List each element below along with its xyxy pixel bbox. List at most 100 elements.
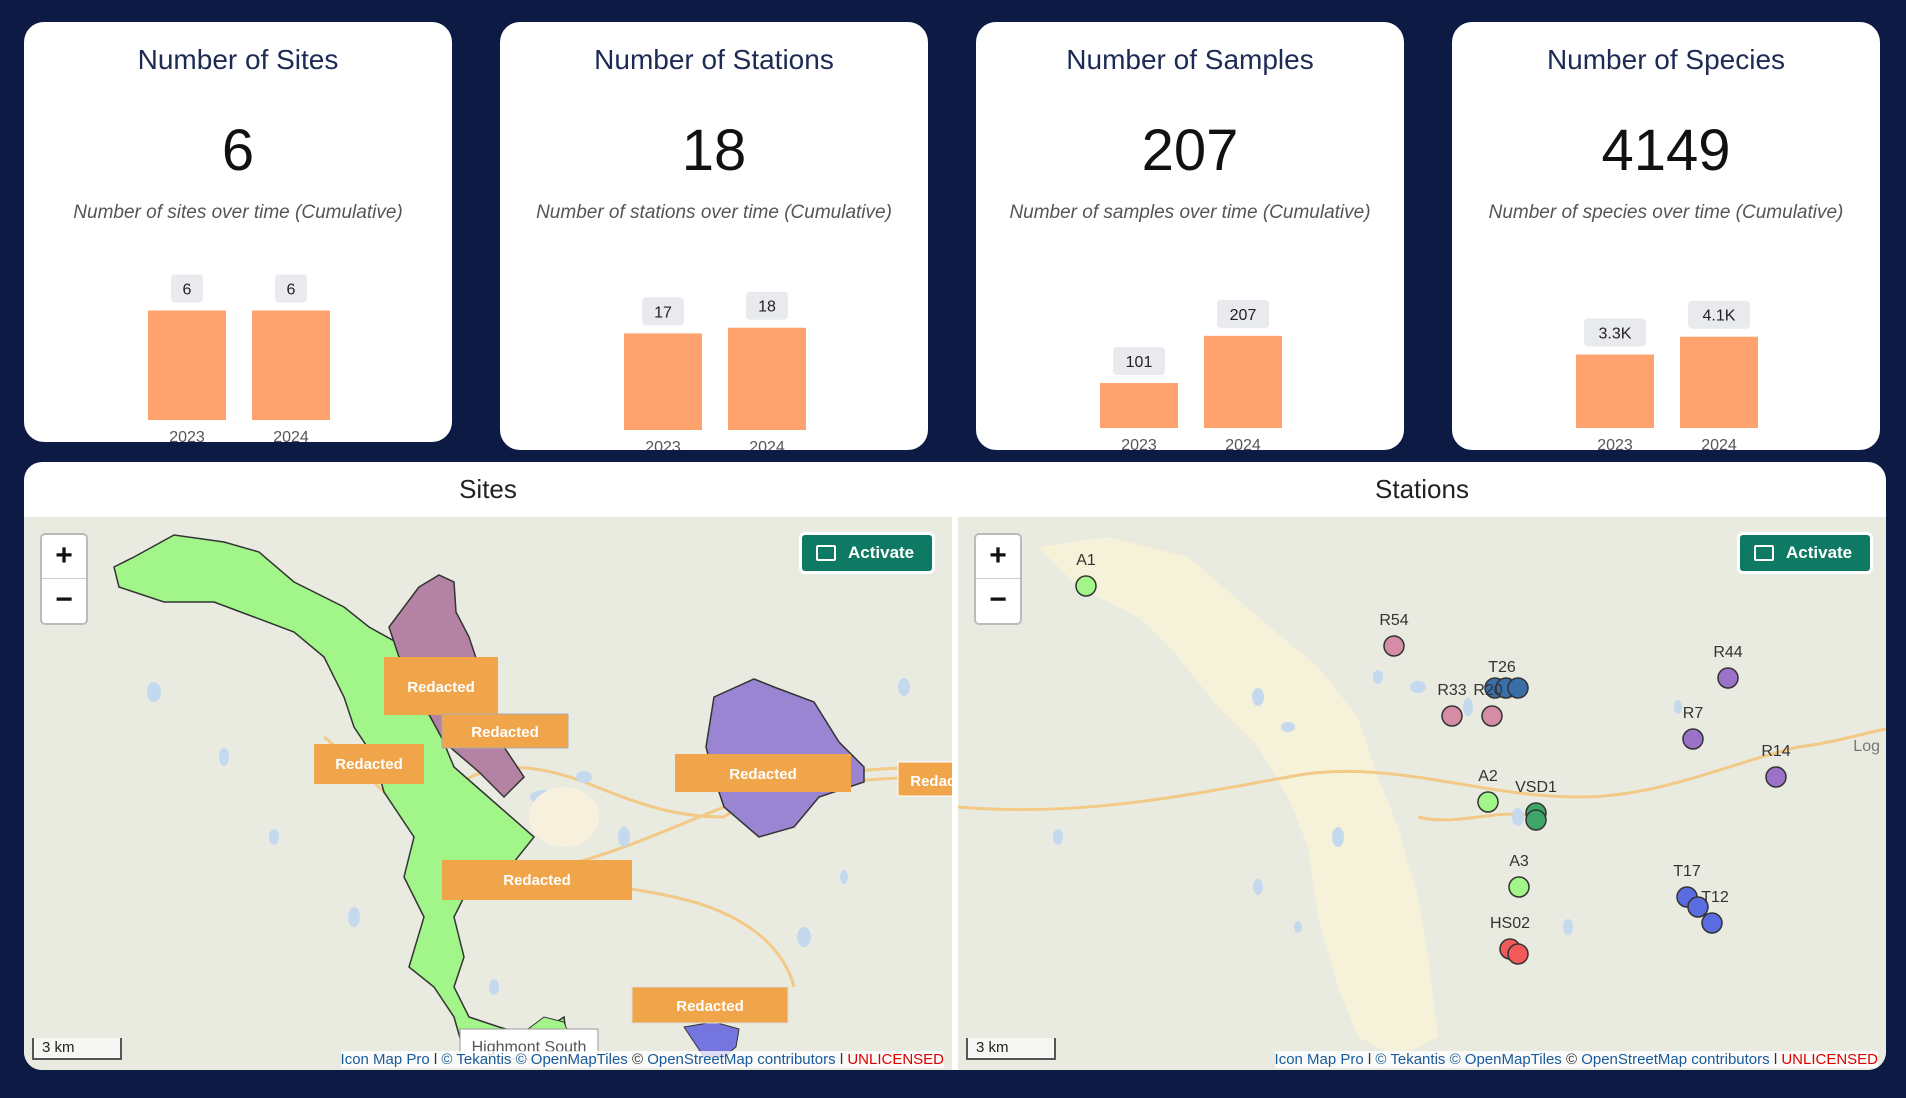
x-tick-label: 2023 [1597, 437, 1633, 450]
data-label-bg [275, 274, 307, 303]
kpi-card-samples: Number of Samples 207 Number of samples … [976, 22, 1404, 450]
sites-map[interactable]: Redacted Redacted Redacted Redacted Reda… [24, 517, 952, 1070]
map-attribution: Icon Map Pro l © Tekantis © OpenMapTiles… [340, 1051, 944, 1068]
data-label: 6 [287, 282, 296, 299]
stations-map-title: Stations [1375, 474, 1469, 504]
data-label: 6 [183, 282, 192, 299]
svg-text:T12: T12 [1701, 889, 1729, 906]
sites-zoom-control: + − [40, 533, 88, 625]
species-bar-chart: 3.3K 2023 4.1K 2024 [1576, 300, 1758, 450]
zoom-in-button[interactable]: + [976, 535, 1020, 579]
card-value: 207 [1141, 118, 1239, 183]
stations-map-canvas: A1 R54 T26 R33 R20 R44 R7 R14 A2 VSD1 A3… [958, 537, 1886, 1057]
data-label-bg [1688, 300, 1750, 329]
card-title: Number of Species [1546, 44, 1786, 75]
card-value: 4149 [1601, 118, 1731, 183]
data-label-bg [746, 291, 788, 320]
bar[interactable] [252, 310, 330, 421]
svg-text:T26: T26 [1488, 659, 1516, 676]
x-tick-label: 2023 [1121, 437, 1157, 450]
attribution-link[interactable]: OpenStreetMap contributors [647, 1051, 836, 1068]
redacted-label [384, 657, 498, 715]
kpi-card-species: Number of Species 4149 Number of species… [1452, 22, 1880, 450]
card-chart-subtitle: Number of stations over time (Cumulative… [536, 202, 892, 223]
svg-text:R20: R20 [1473, 682, 1502, 699]
zoom-out-button[interactable]: − [55, 583, 73, 616]
data-label: 4.1K [1703, 308, 1736, 325]
bar[interactable] [1100, 383, 1178, 428]
zoom-out-button[interactable]: − [989, 583, 1007, 616]
attribution-link[interactable]: Icon Map Pro [340, 1051, 430, 1068]
svg-text:A2: A2 [1478, 768, 1498, 785]
svg-text:Redacted: Redacted [910, 773, 952, 790]
data-label: 18 [758, 299, 776, 316]
map-attribution: Icon Map Pro l © Tekantis © OpenMapTiles… [1274, 1051, 1878, 1068]
data-label-bg [1584, 318, 1646, 347]
data-label: 17 [654, 304, 672, 321]
station-label: A1 [1076, 552, 1096, 569]
data-label-bg [1217, 299, 1269, 328]
bar[interactable] [148, 310, 226, 421]
sites-map-canvas: Redacted Redacted Redacted Redacted Reda… [113, 534, 952, 1060]
svg-text:Redacted: Redacted [729, 766, 797, 783]
bar[interactable] [1680, 336, 1758, 428]
bar[interactable] [1204, 335, 1282, 428]
card-title: Number of Samples [1066, 44, 1314, 75]
svg-text:R7: R7 [1683, 705, 1704, 722]
card-value: 18 [681, 118, 747, 183]
data-label: 101 [1126, 354, 1153, 371]
card-chart-subtitle: Number of samples over time (Cumulative) [1009, 202, 1371, 223]
svg-text:Redacted: Redacted [335, 756, 403, 773]
scale-bar: 3 km [32, 1038, 122, 1060]
stations-map[interactable]: A1 R54 T26 R33 R20 R44 R7 R14 A2 VSD1 A3… [958, 517, 1886, 1070]
kpi-card-stations: Number of Stations 18 Number of stations… [500, 22, 928, 450]
card-title: Number of Stations [594, 44, 834, 75]
stations-bar-chart: 17 2023 18 2024 [624, 291, 806, 450]
attribution-link[interactable]: OpenMapTiles [530, 1051, 628, 1068]
svg-text:A3: A3 [1509, 853, 1529, 870]
svg-text:R33: R33 [1437, 682, 1466, 699]
x-tick-label: 2023 [169, 429, 205, 442]
activate-icon [1754, 545, 1774, 561]
svg-text:VSD1: VSD1 [1515, 779, 1557, 796]
sites-bar-chart: 6 2023 6 2024 [148, 274, 330, 442]
svg-text:Redacted: Redacted [676, 998, 744, 1015]
svg-text:Redacted: Redacted [503, 872, 571, 889]
redacted-text: Redacted [407, 679, 475, 696]
card-title: Number of Sites [137, 44, 339, 75]
kpi-card-sites: Number of Sites 6 Number of sites over t… [24, 22, 452, 442]
x-tick-label: 2023 [645, 439, 681, 450]
bar[interactable] [1576, 354, 1654, 428]
stations-zoom-control: + − [974, 533, 1022, 625]
data-label-bg [171, 274, 203, 303]
svg-text:Redacted: Redacted [471, 724, 539, 741]
attribution-link[interactable]: Icon Map Pro [1274, 1051, 1364, 1068]
x-tick-label: 2024 [749, 439, 785, 450]
svg-text:HS02: HS02 [1490, 915, 1530, 932]
x-tick-label: 2024 [1225, 437, 1261, 450]
data-label: 207 [1230, 307, 1257, 324]
bar[interactable] [728, 327, 806, 430]
svg-text:R54: R54 [1379, 612, 1408, 629]
bar[interactable] [624, 333, 702, 430]
x-tick-label: 2024 [273, 429, 309, 442]
data-label: 3.3K [1599, 326, 1632, 343]
card-chart-subtitle: Number of sites over time (Cumulative) [73, 202, 403, 223]
samples-bar-chart: 101 2023 207 2024 [1100, 299, 1282, 450]
x-tick-label: 2024 [1701, 437, 1737, 450]
svg-text:R14: R14 [1761, 743, 1790, 760]
attribution-link[interactable]: OpenMapTiles [1464, 1051, 1562, 1068]
zoom-in-button[interactable]: + [42, 535, 86, 579]
edge-place-label: Log [1853, 738, 1880, 755]
svg-text:T17: T17 [1673, 863, 1701, 880]
activate-button[interactable]: Activate [802, 535, 933, 571]
scale-bar: 3 km [966, 1038, 1056, 1060]
attribution-link[interactable]: OpenStreetMap contributors [1581, 1051, 1770, 1068]
activate-icon [816, 545, 836, 561]
sites-map-title: Sites [459, 474, 517, 504]
svg-text:R44: R44 [1713, 644, 1742, 661]
card-chart-subtitle: Number of species over time (Cumulative) [1488, 202, 1844, 223]
card-value: 6 [221, 118, 255, 183]
activate-button[interactable]: Activate [1740, 535, 1871, 571]
data-label-bg [1113, 347, 1165, 376]
